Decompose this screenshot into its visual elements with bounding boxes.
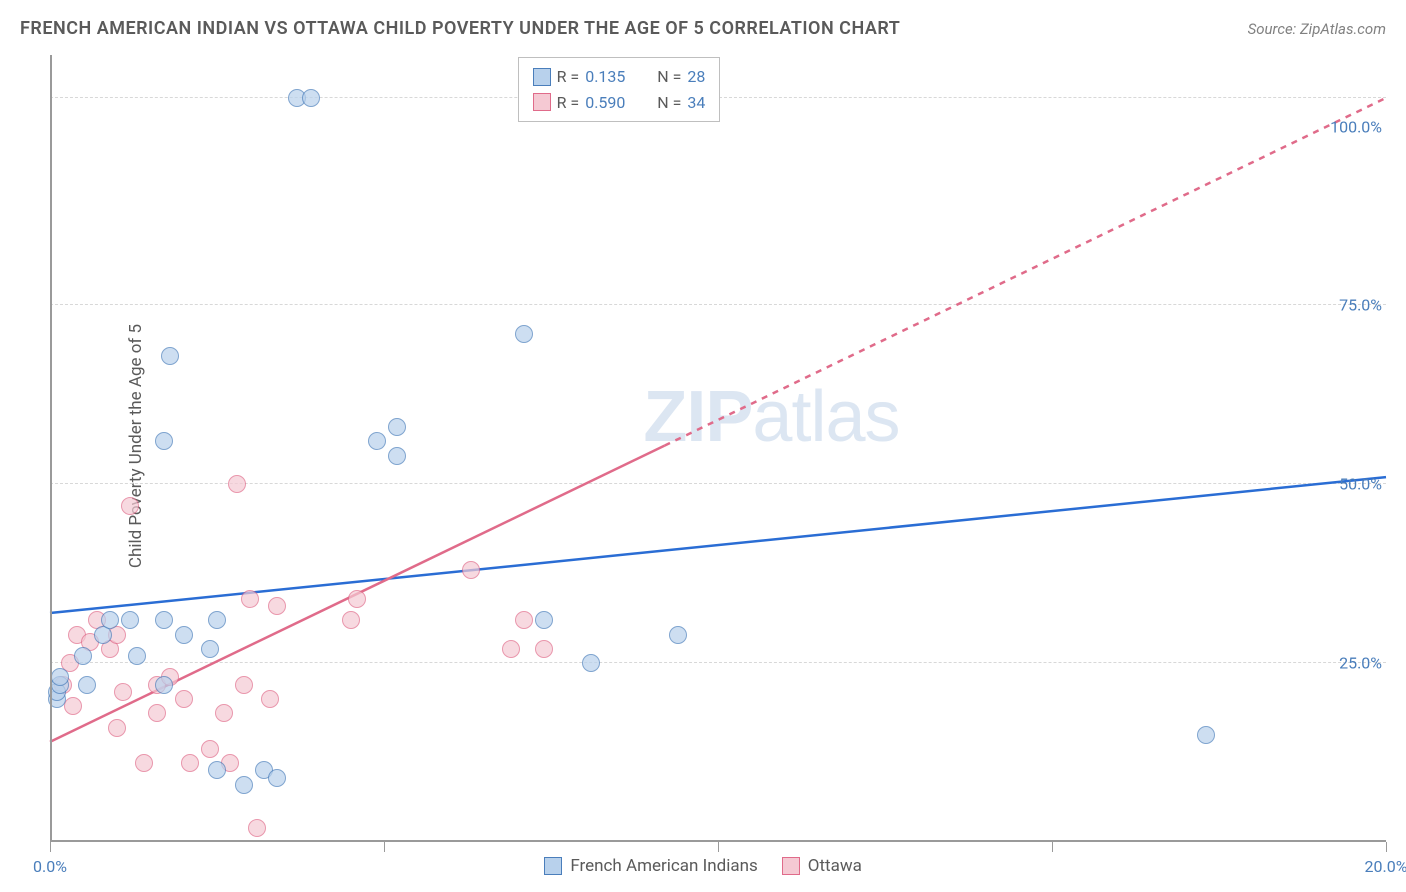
gridline	[50, 483, 1386, 484]
scatter-point	[114, 683, 132, 701]
scatter-point	[502, 640, 520, 658]
scatter-point	[51, 668, 69, 686]
source-attribution: Source: ZipAtlas.com	[1248, 20, 1386, 38]
scatter-point	[462, 561, 480, 579]
scatter-point	[348, 590, 366, 608]
scatter-point	[181, 754, 199, 772]
scatter-point	[1197, 726, 1215, 744]
x-tick	[384, 842, 385, 852]
n-value: 28	[687, 64, 705, 90]
scatter-point	[74, 647, 92, 665]
series-legend-item: Ottawa	[782, 856, 862, 876]
scatter-point	[515, 611, 533, 629]
scatter-point	[268, 597, 286, 615]
scatter-point	[175, 626, 193, 644]
scatter-point	[248, 819, 266, 837]
legend-swatch	[782, 857, 800, 875]
y-tick-label: 25.0%	[1339, 654, 1382, 673]
scatter-point	[669, 626, 687, 644]
scatter-point	[135, 754, 153, 772]
x-tick	[50, 842, 51, 852]
scatter-point	[515, 325, 533, 343]
scatter-point	[155, 611, 173, 629]
scatter-point	[108, 719, 126, 737]
x-tick	[1386, 842, 1387, 852]
scatter-point	[175, 690, 193, 708]
r-value: 0.590	[585, 90, 639, 116]
scatter-point	[268, 769, 286, 787]
series-legend-label: French American Indians	[570, 856, 757, 876]
legend-swatch	[544, 857, 562, 875]
scatter-point	[121, 497, 139, 515]
chart-title: FRENCH AMERICAN INDIAN VS OTTAWA CHILD P…	[20, 18, 900, 39]
scatter-point	[368, 432, 386, 450]
stats-legend-row: R =0.590 N =34	[533, 90, 706, 116]
watermark-atlas: atlas	[752, 377, 899, 457]
scatter-point	[388, 447, 406, 465]
scatter-point	[208, 611, 226, 629]
trend-lines-layer	[50, 55, 1386, 842]
y-tick-label: 75.0%	[1339, 296, 1382, 315]
series-legend: French American Indians Ottawa	[544, 856, 862, 876]
scatter-point	[302, 89, 320, 107]
scatter-point	[101, 611, 119, 629]
n-label: N =	[657, 90, 681, 116]
x-tick-label: 20.0%	[1365, 857, 1406, 876]
scatter-point	[64, 697, 82, 715]
scatter-point	[235, 776, 253, 794]
y-axis	[50, 55, 52, 842]
n-value: 34	[687, 90, 705, 116]
y-tick-label: 100.0%	[1330, 117, 1382, 136]
scatter-point	[78, 676, 96, 694]
y-tick-label: 50.0%	[1339, 475, 1382, 494]
n-label: N =	[657, 64, 681, 90]
series-legend-item: French American Indians	[544, 856, 757, 876]
scatter-point	[342, 611, 360, 629]
scatter-point	[388, 418, 406, 436]
legend-swatch	[533, 93, 551, 111]
scatter-point	[228, 475, 246, 493]
x-tick	[718, 842, 719, 852]
scatter-point	[582, 654, 600, 672]
r-label: R =	[557, 90, 580, 116]
watermark-zip: ZIP	[643, 377, 752, 457]
scatter-point	[208, 761, 226, 779]
scatter-point	[261, 690, 279, 708]
scatter-point	[235, 676, 253, 694]
scatter-point	[201, 740, 219, 758]
stats-legend-row: R =0.135 N =28	[533, 64, 706, 90]
r-value: 0.135	[585, 64, 639, 90]
x-tick	[1052, 842, 1053, 852]
series-legend-label: Ottawa	[808, 856, 862, 876]
scatter-point	[535, 611, 553, 629]
x-tick-label: 0.0%	[33, 857, 67, 876]
gridline	[50, 304, 1386, 305]
scatter-point	[241, 590, 259, 608]
legend-swatch	[533, 68, 551, 86]
stats-legend: R =0.135 N =28 R =0.590 N =34	[518, 57, 721, 122]
scatter-point	[148, 704, 166, 722]
scatter-point	[201, 640, 219, 658]
gridline	[50, 662, 1386, 663]
scatter-point	[535, 640, 553, 658]
scatter-point	[121, 611, 139, 629]
watermark: ZIPatlas	[643, 376, 899, 458]
scatter-point	[155, 432, 173, 450]
r-label: R =	[557, 64, 580, 90]
scatter-point	[215, 704, 233, 722]
chart-plot-area: ZIPatlas 25.0%50.0%75.0%100.0% 0.0%20.0%…	[50, 55, 1386, 842]
trend-line-pink-dashed	[665, 98, 1386, 446]
scatter-point	[128, 647, 146, 665]
scatter-point	[155, 676, 173, 694]
scatter-point	[161, 347, 179, 365]
